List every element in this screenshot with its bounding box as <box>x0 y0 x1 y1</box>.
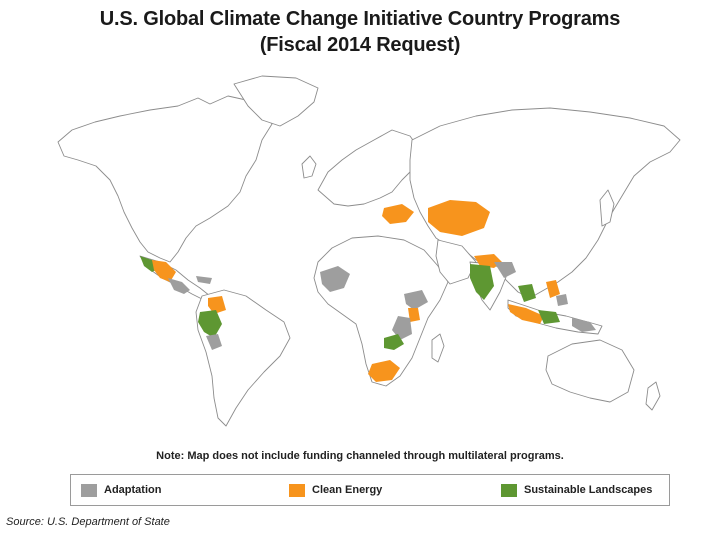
region-sustainable-landscapes-indonesia <box>538 310 560 324</box>
region-adaptation-pacific <box>572 318 596 332</box>
region-clean-energy-mexico <box>152 260 176 282</box>
region-clean-energy-kazakhstan <box>428 200 490 236</box>
region-adaptation-ethiopia <box>404 290 428 310</box>
region-adaptation-bangladesh <box>494 262 516 278</box>
region-clean-energy-philippines <box>546 280 560 298</box>
legend-swatch-clean-energy <box>289 483 305 497</box>
land-uk <box>301 155 317 179</box>
land-japan <box>599 189 615 227</box>
land-new-zealand <box>645 381 661 411</box>
legend-label-adaptation: Adaptation <box>104 484 162 496</box>
land-greenland <box>233 75 319 127</box>
title-line-1: U.S. Global Climate Change Initiative Co… <box>99 8 621 30</box>
legend-item-adaptation: Adaptation <box>81 475 161 505</box>
region-adaptation-central-america <box>168 278 190 294</box>
region-clean-energy-ukraine <box>382 204 414 224</box>
region-adaptation-caribbean <box>196 276 212 284</box>
region-clean-energy-south-africa <box>368 360 400 382</box>
region-sustainable-landscapes-vietnam <box>518 284 536 302</box>
region-adaptation-west-africa <box>320 266 350 292</box>
land-europe <box>317 129 421 207</box>
legend: Adaptation Clean Energy Sustainable Land… <box>70 474 670 506</box>
region-clean-energy-indonesia <box>508 304 544 324</box>
region-sustainable-landscapes-india <box>470 264 494 300</box>
region-clean-energy-colombia <box>208 296 226 314</box>
program-countries <box>140 200 596 382</box>
region-clean-energy-kenya <box>408 308 420 322</box>
region-sustainable-landscapes-zambia <box>384 334 404 350</box>
region-adaptation-peru <box>206 334 222 350</box>
region-adaptation-tanzania <box>392 316 412 340</box>
legend-swatch-sustainable-landscapes <box>501 483 517 497</box>
legend-swatch-adaptation <box>81 483 97 497</box>
region-clean-energy-nepal <box>474 254 502 268</box>
legend-label-sustainable-landscapes: Sustainable Landscapes <box>524 484 653 496</box>
world-map <box>57 75 681 427</box>
region-adaptation-philippines <box>556 294 568 306</box>
source-credit: Source: U.S. Department of State <box>6 516 170 528</box>
land-arabia <box>435 239 477 285</box>
land-south-america <box>195 289 291 427</box>
legend-item-clean-energy: Clean Energy <box>289 475 382 505</box>
title-line-2: (Fiscal 2014 Request) <box>259 34 461 56</box>
region-sustainable-landscapes-peru <box>198 310 222 338</box>
map-title: U.S. Global Climate Change Initiative Co… <box>0 6 720 58</box>
map-note: Note: Map does not include funding chann… <box>156 450 564 462</box>
legend-item-sustainable-landscapes: Sustainable Landscapes <box>501 475 652 505</box>
land-australia <box>545 339 635 403</box>
legend-label-clean-energy: Clean Energy <box>312 484 383 496</box>
land-asia <box>409 107 681 299</box>
land-north-america <box>57 95 273 263</box>
land-madagascar <box>431 333 445 363</box>
